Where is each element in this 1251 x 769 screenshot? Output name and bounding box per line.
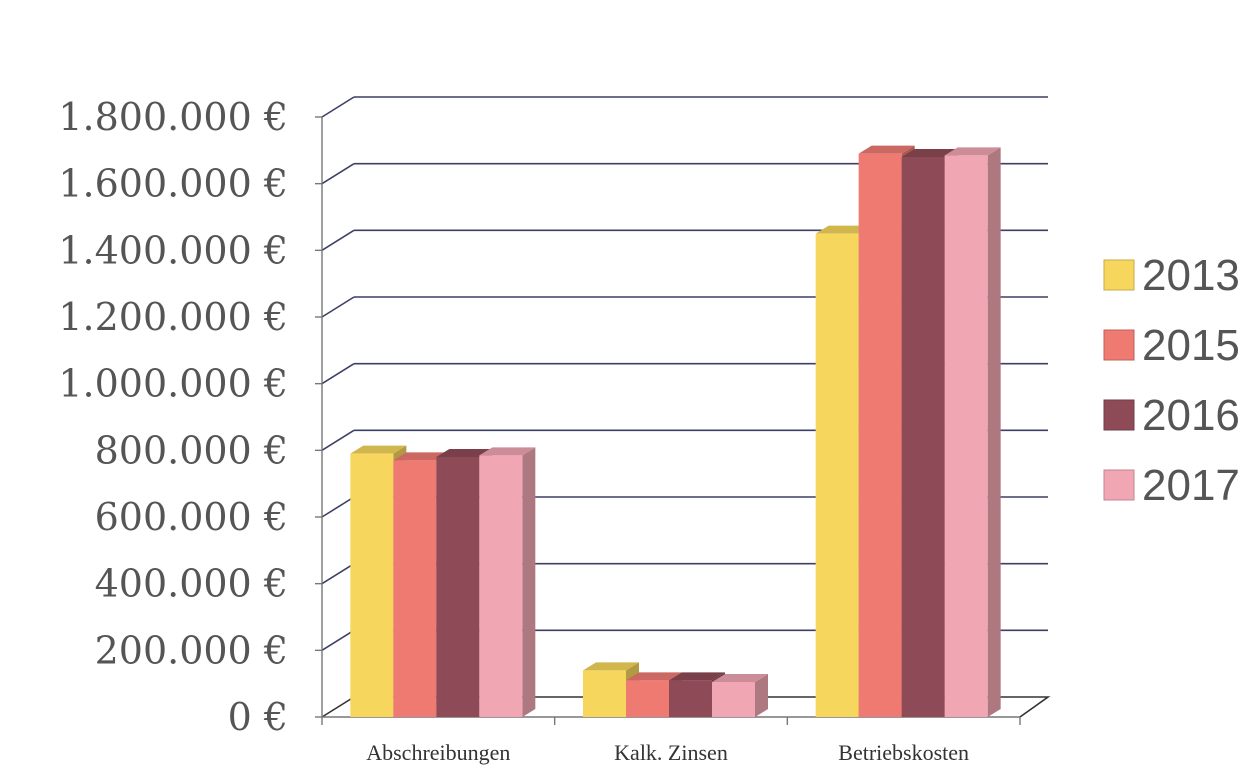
legend-item: 2016 [1103,391,1240,440]
gridline-wall [321,162,355,185]
x-axis-tick-labels: Abschreibungen Kalk. Zinsen Betriebskosten [366,740,969,765]
bar-top [436,449,493,457]
bar-top [712,674,768,682]
legend-swatch [1103,469,1135,501]
bar-top [815,225,872,234]
x-tick-label: Abschreibungen [366,740,510,765]
legend-label: 2016 [1142,391,1240,440]
y-tick-label: 0 € [228,695,288,739]
gridline-wall [321,229,355,252]
legend-swatch [1103,329,1135,361]
legend-swatch [1103,259,1135,291]
legend-swatch [1103,399,1135,431]
x-tick-label: Betriebskosten [838,740,969,765]
y-tick-label: 800.000 € [95,428,288,472]
gridline-wall [321,362,355,385]
bar-top [479,447,536,456]
bar-front [583,670,626,717]
bar-top [944,147,1001,156]
bar-top [393,452,450,461]
bar-front [815,233,859,717]
bar-side [522,447,536,717]
bar [712,674,768,717]
legend-item: 2013 [1103,251,1240,300]
legend-label: 2013 [1142,251,1240,300]
y-tick-label: 600.000 € [95,495,288,539]
legend-item: 2015 [1103,321,1240,370]
gridline-wall [321,96,355,118]
bar-top [901,149,958,157]
bar-front [350,453,394,717]
bar-front [626,680,669,717]
bar-side [987,147,1001,718]
bar-top [626,672,682,681]
y-tick-label: 1.200.000 € [58,295,288,339]
bar-top [669,672,725,681]
bar-front [669,680,712,717]
gridline-wall [321,429,355,452]
gridline-wall [321,296,355,318]
bar-front [479,455,523,717]
bar [944,147,1001,718]
bar-front [436,457,480,717]
bar-side [755,674,768,717]
bar-front [944,155,988,718]
y-tick-label: 1.600.000 € [58,162,288,206]
bar [479,447,536,717]
x-tick-label: Kalk. Zinsen [614,740,728,765]
legend-label: 2017 [1142,461,1240,510]
bar-top [858,145,915,154]
bar-front [901,157,945,717]
legend: 2013 2015 2016 2017 [1103,251,1240,510]
y-tick-label: 400.000 € [95,562,288,606]
y-tick-label: 1.400.000 € [58,228,288,272]
gridline-wall [321,562,355,585]
y-tick-label: 1.800.000 € [58,95,288,139]
legend-item: 2017 [1103,461,1240,510]
gridline-wall [321,629,355,652]
bar-front [712,682,755,717]
gridline-wall [321,496,355,518]
bar-front [393,460,437,717]
y-tick-label: 200.000 € [95,628,288,672]
y-tick-label: 1.000.000 € [58,362,288,406]
bar-top [583,662,639,671]
bars [350,145,1001,718]
y-axis-tick-labels: 0 € 200.000 € 400.000 € 600.000 € 800.000 € 1… [58,95,288,739]
legend-label: 2015 [1142,321,1240,370]
bar-front [858,153,902,717]
bar-top [350,445,407,454]
